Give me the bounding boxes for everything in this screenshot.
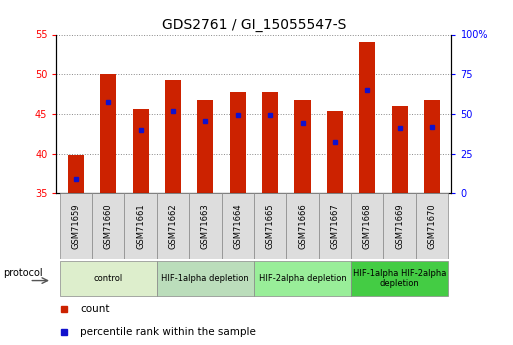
Bar — [125, 193, 157, 259]
Text: HIF-2alpha depletion: HIF-2alpha depletion — [259, 274, 346, 283]
Text: GSM71659: GSM71659 — [71, 203, 81, 249]
Bar — [230, 92, 246, 193]
Bar — [92, 193, 125, 259]
Bar — [294, 100, 310, 193]
Text: GSM71670: GSM71670 — [427, 203, 437, 249]
Text: GSM71664: GSM71664 — [233, 203, 242, 249]
Bar — [189, 193, 222, 259]
Bar — [391, 106, 408, 193]
Bar — [157, 261, 254, 296]
Title: GDS2761 / GI_15055547-S: GDS2761 / GI_15055547-S — [162, 18, 346, 32]
Text: count: count — [80, 304, 110, 314]
Bar — [254, 193, 286, 259]
Bar — [351, 261, 448, 296]
Bar — [100, 74, 116, 193]
Text: percentile rank within the sample: percentile rank within the sample — [80, 327, 256, 337]
Bar — [165, 80, 181, 193]
Bar — [383, 193, 416, 259]
Text: GSM71666: GSM71666 — [298, 203, 307, 249]
Text: GSM71663: GSM71663 — [201, 203, 210, 249]
Bar — [286, 193, 319, 259]
Bar — [262, 92, 278, 193]
Text: GSM71665: GSM71665 — [266, 203, 274, 249]
Text: GSM71668: GSM71668 — [363, 203, 372, 249]
Bar — [327, 111, 343, 193]
Text: control: control — [93, 274, 123, 283]
Bar — [68, 155, 84, 193]
Bar — [198, 100, 213, 193]
Text: GSM71660: GSM71660 — [104, 203, 113, 249]
Bar — [60, 261, 157, 296]
Bar — [254, 261, 351, 296]
Text: protocol: protocol — [3, 268, 43, 278]
Text: GSM71667: GSM71667 — [330, 203, 340, 249]
Bar — [424, 100, 440, 193]
Text: GSM71662: GSM71662 — [168, 203, 177, 249]
Text: HIF-1alpha depletion: HIF-1alpha depletion — [162, 274, 249, 283]
Bar — [351, 193, 383, 259]
Bar — [319, 193, 351, 259]
Bar — [359, 42, 376, 193]
Bar — [60, 193, 92, 259]
Text: GSM71669: GSM71669 — [395, 203, 404, 249]
Text: GSM71661: GSM71661 — [136, 203, 145, 249]
Bar — [157, 193, 189, 259]
Bar — [222, 193, 254, 259]
Bar — [416, 193, 448, 259]
Text: HIF-1alpha HIF-2alpha
depletion: HIF-1alpha HIF-2alpha depletion — [353, 269, 446, 288]
Bar — [132, 109, 149, 193]
